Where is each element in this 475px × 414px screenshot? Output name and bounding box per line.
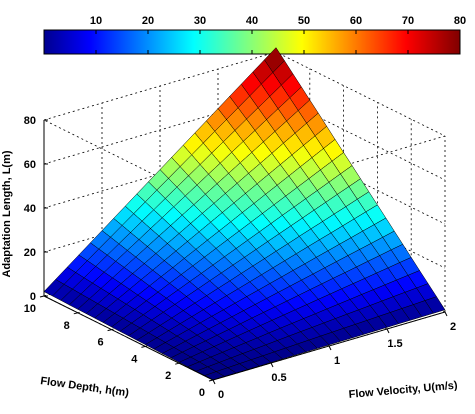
colorbar-tick-label: 20 bbox=[142, 15, 154, 27]
x-tick-mark bbox=[212, 379, 216, 385]
z-tick-label: 20 bbox=[24, 247, 36, 259]
y-axis-line bbox=[43, 295, 214, 381]
z-tick-label: 60 bbox=[24, 159, 36, 171]
z-tick-label: 0 bbox=[30, 291, 36, 303]
z-tick-label: 40 bbox=[24, 203, 36, 215]
y-tick-label: 8 bbox=[64, 320, 70, 332]
x-tick-label: 1 bbox=[334, 355, 340, 367]
colorbar-tick-label: 80 bbox=[454, 15, 466, 27]
x-tick-mark bbox=[328, 345, 332, 351]
colorbar-tick-label: 10 bbox=[90, 15, 102, 27]
surface-mesh bbox=[43, 47, 446, 381]
y-tick-mark bbox=[175, 362, 180, 365]
y-tick-label: 2 bbox=[165, 370, 171, 382]
z-axis-label: Adaptation Length, L(m) bbox=[1, 150, 13, 277]
colorbar-tick-label: 50 bbox=[298, 15, 310, 27]
colorbar-tick-label: 40 bbox=[246, 15, 258, 27]
x-tick-mark bbox=[270, 362, 274, 368]
y-tick-label: 10 bbox=[24, 303, 36, 315]
x-axis-label: Flow Velocity, U(m/s) bbox=[348, 379, 458, 401]
y-tick-mark bbox=[208, 379, 214, 382]
y-axis-label: Flow Depth, h(m) bbox=[40, 375, 130, 399]
x-tick-label: 1.5 bbox=[387, 338, 402, 350]
x-tick-mark bbox=[444, 311, 448, 317]
colorbar-tick-label: 60 bbox=[350, 15, 362, 27]
y-tick-label: 0 bbox=[199, 387, 205, 399]
x-tick-mark bbox=[386, 328, 390, 334]
y-tick-label: 6 bbox=[97, 337, 103, 349]
x-tick-label: 2 bbox=[450, 321, 456, 333]
colorbar-tick-label: 30 bbox=[194, 15, 206, 27]
y-tick-mark bbox=[39, 295, 45, 298]
colorbar-ticks: 10 20 30 40 50 60 70 80 bbox=[90, 15, 466, 54]
colorbar-tick-label: 70 bbox=[402, 15, 414, 27]
y-tick-mark bbox=[141, 345, 146, 348]
y-tick-label: 4 bbox=[131, 353, 138, 365]
colorbar: 10 20 30 40 50 60 70 80 bbox=[43, 15, 466, 55]
x-tick-label: 0 bbox=[218, 389, 224, 401]
x-tick-label: 0.5 bbox=[271, 372, 286, 384]
y-tick-mark bbox=[73, 312, 78, 315]
y-tick-mark bbox=[107, 329, 112, 332]
z-tick-label: 80 bbox=[24, 115, 36, 127]
